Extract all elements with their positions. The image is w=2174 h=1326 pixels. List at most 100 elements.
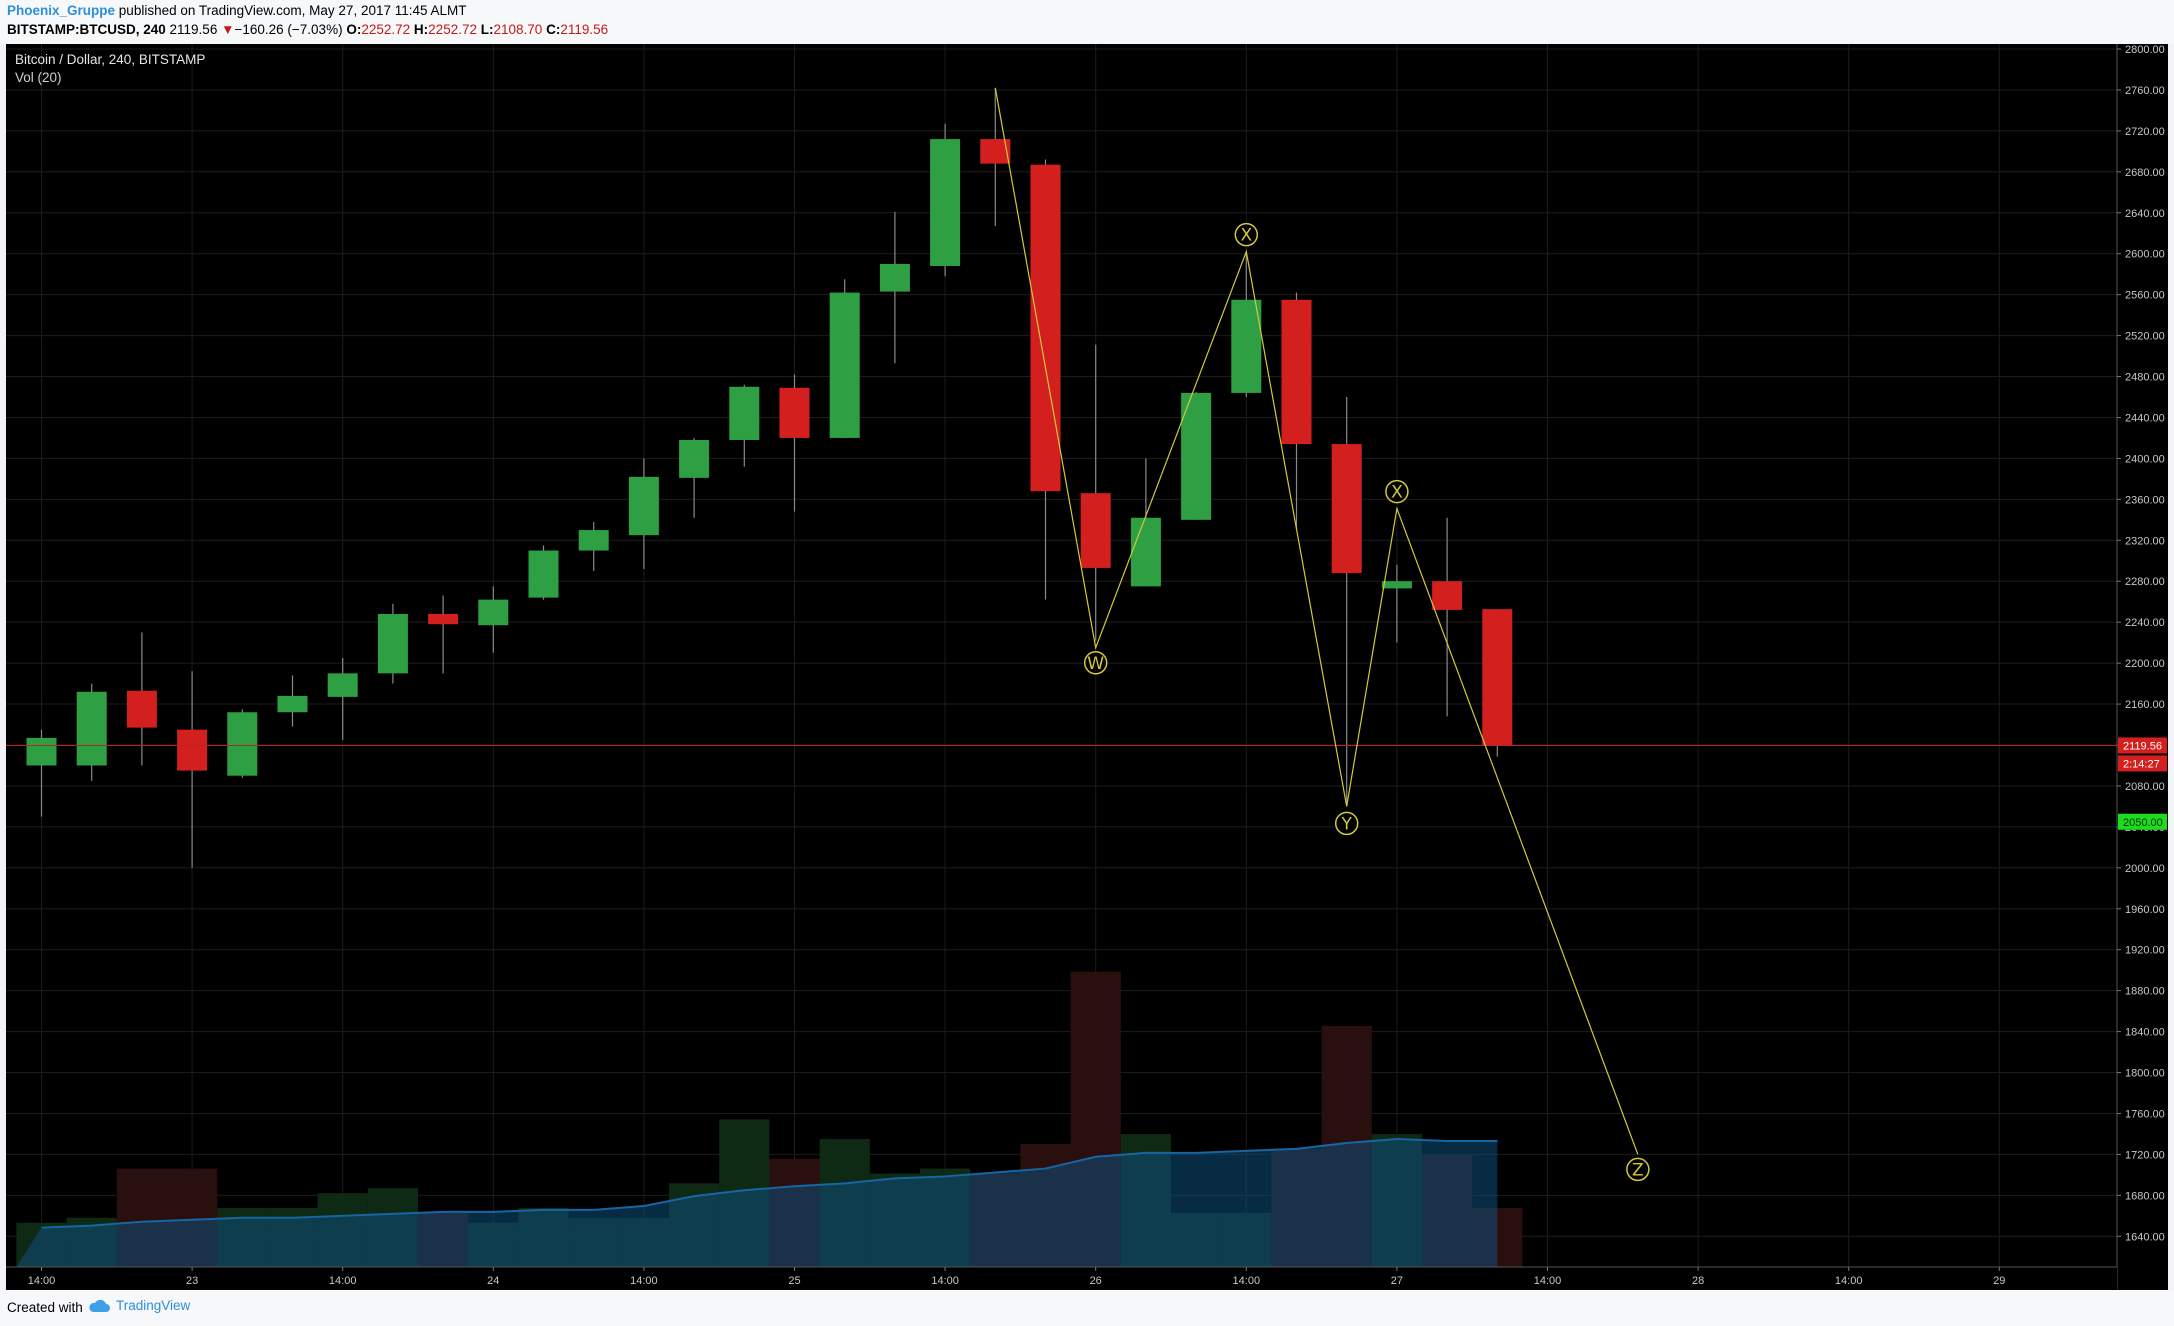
y-tick-label: 2640.00 (2125, 208, 2165, 220)
candle-up (26, 737, 57, 766)
wave-label-y: Y (1341, 814, 1353, 834)
candle-up (377, 613, 408, 674)
close-label: C: (546, 22, 561, 37)
x-tick-label: 25 (788, 1275, 800, 1287)
low-label: L: (480, 22, 494, 37)
footer: Created with TradingView (0, 1290, 2174, 1326)
tradingview-logo[interactable]: TradingView (88, 1298, 190, 1313)
price-badge-label: 2:14:27 (2123, 758, 2160, 770)
price-axis (2117, 44, 2168, 1290)
x-tick-label: 14:00 (630, 1275, 658, 1287)
y-tick-label: 2160.00 (2125, 699, 2165, 711)
x-tick-label: 28 (1692, 1275, 1704, 1287)
y-tick-label: 1720.00 (2125, 1149, 2165, 1161)
wave-label-x: X (1240, 226, 1252, 246)
wave-label-z: Z (1632, 1160, 1644, 1180)
y-tick-label: 2440.00 (2125, 412, 2165, 424)
candle-down (126, 690, 157, 728)
cloud-icon (89, 1299, 110, 1312)
price-badge (2118, 737, 2167, 754)
candle-up (679, 439, 710, 478)
published-text: published on TradingView.com, May 27, 20… (118, 3, 467, 18)
publisher-link[interactable]: Phoenix_Gruppe (7, 3, 116, 18)
high-label: H: (413, 22, 429, 37)
candle-down (1030, 164, 1061, 492)
volume-indicator-label[interactable]: Vol (20) (15, 70, 62, 85)
candle-up (227, 712, 258, 776)
price-change: −160.26 (−7.03%) (234, 22, 343, 37)
y-tick-label: 2280.00 (2125, 576, 2165, 588)
price-badge (2118, 813, 2167, 830)
candle-up (277, 695, 308, 713)
tradingview-brand: TradingView (116, 1298, 191, 1313)
x-tick-label: 14:00 (1534, 1275, 1562, 1287)
wave-label-circle (1385, 479, 1409, 504)
wave-label-circle (1626, 1157, 1650, 1182)
volume-ma-area (16, 1139, 1498, 1267)
y-tick-label: 2000.00 (2125, 863, 2165, 875)
y-tick-label: 2720.00 (2125, 126, 2165, 138)
wave-label-x: X (1391, 483, 1403, 503)
y-tick-label: 2600.00 (2125, 249, 2165, 261)
candle-up (578, 530, 609, 551)
y-tick-label: 2520.00 (2125, 331, 2165, 343)
y-tick-label: 1920.00 (2125, 945, 2165, 957)
candle-up (1231, 299, 1262, 393)
volume-ma-line (41, 1138, 1498, 1229)
candle-up (76, 691, 107, 766)
candle-down (1331, 444, 1362, 574)
y-tick-label: 2560.00 (2125, 290, 2165, 302)
y-tick-label: 2680.00 (2125, 167, 2165, 179)
down-arrow-icon: ▼ (221, 22, 235, 37)
wave-label-circle (1334, 811, 1359, 836)
x-tick-label: 26 (1090, 1275, 1102, 1287)
wave-line (994, 87, 1639, 1155)
candle-down (1281, 299, 1312, 445)
low-value: 2108.70 (493, 22, 543, 37)
wave-label-circle (1234, 222, 1259, 247)
chart-area[interactable]: W X Y X Z 1640.00 1680.00 1720.00 1760.00 1800.00… (6, 44, 2168, 1290)
price-badge (2118, 755, 2167, 772)
x-tick-label: 14:00 (329, 1275, 357, 1287)
candle-up (879, 263, 910, 292)
y-tick-label: 2200.00 (2125, 658, 2165, 670)
candle-up (930, 139, 961, 266)
created-with-text: Created with (7, 1300, 83, 1315)
candle-up (528, 550, 559, 598)
high-value: 2252.72 (428, 22, 477, 37)
candle-down (428, 613, 459, 625)
open-label: O: (346, 22, 362, 37)
y-tick-label: 2320.00 (2125, 535, 2165, 547)
y-tick-label: 1640.00 (2125, 1231, 2165, 1243)
candle-down (1432, 581, 1463, 610)
x-tick-label: 29 (1993, 1275, 2005, 1287)
x-tick-label: 24 (487, 1275, 499, 1287)
wave-label-circle (1083, 651, 1108, 675)
price-chart[interactable]: W X Y X Z 1640.00 1680.00 1720.00 1760.00 1800.00… (6, 44, 2168, 1290)
publish-info: Phoenix_Gruppe published on TradingView.… (7, 3, 467, 18)
symbol-label: BITSTAMP:BTCUSD, 240 (7, 22, 166, 37)
y-tick-label: 2480.00 (2125, 372, 2165, 384)
candle-up (1130, 517, 1161, 587)
x-tick-label: 14:00 (1835, 1275, 1863, 1287)
y-tick-label: 1840.00 (2125, 1027, 2165, 1039)
candle-up (628, 476, 659, 536)
publish-header: Phoenix_Gruppe published on TradingView.… (0, 0, 2174, 44)
candle-down (177, 729, 208, 771)
ohlc-summary: BITSTAMP:BTCUSD, 240 2119.56 ▼−160.26 (−… (7, 22, 608, 37)
candle-down (779, 387, 810, 438)
y-tick-label: 1760.00 (2125, 1108, 2165, 1120)
x-tick-label: 14:00 (28, 1275, 56, 1287)
candle-down (980, 139, 1011, 164)
x-tick-label: 14:00 (931, 1275, 959, 1287)
candle-down (1482, 609, 1513, 746)
y-tick-label: 1880.00 (2125, 986, 2165, 998)
price-badge-label: 2119.56 (2123, 740, 2162, 752)
last-price: 2119.56 (169, 22, 218, 37)
candle-up (327, 673, 358, 697)
y-tick-label: 1680.00 (2125, 1190, 2165, 1202)
y-tick-label: 2800.00 (2125, 44, 2165, 56)
time-axis (6, 1267, 2117, 1290)
y-tick-label: 2360.00 (2125, 494, 2165, 506)
wave-label-w: W (1087, 654, 1104, 674)
